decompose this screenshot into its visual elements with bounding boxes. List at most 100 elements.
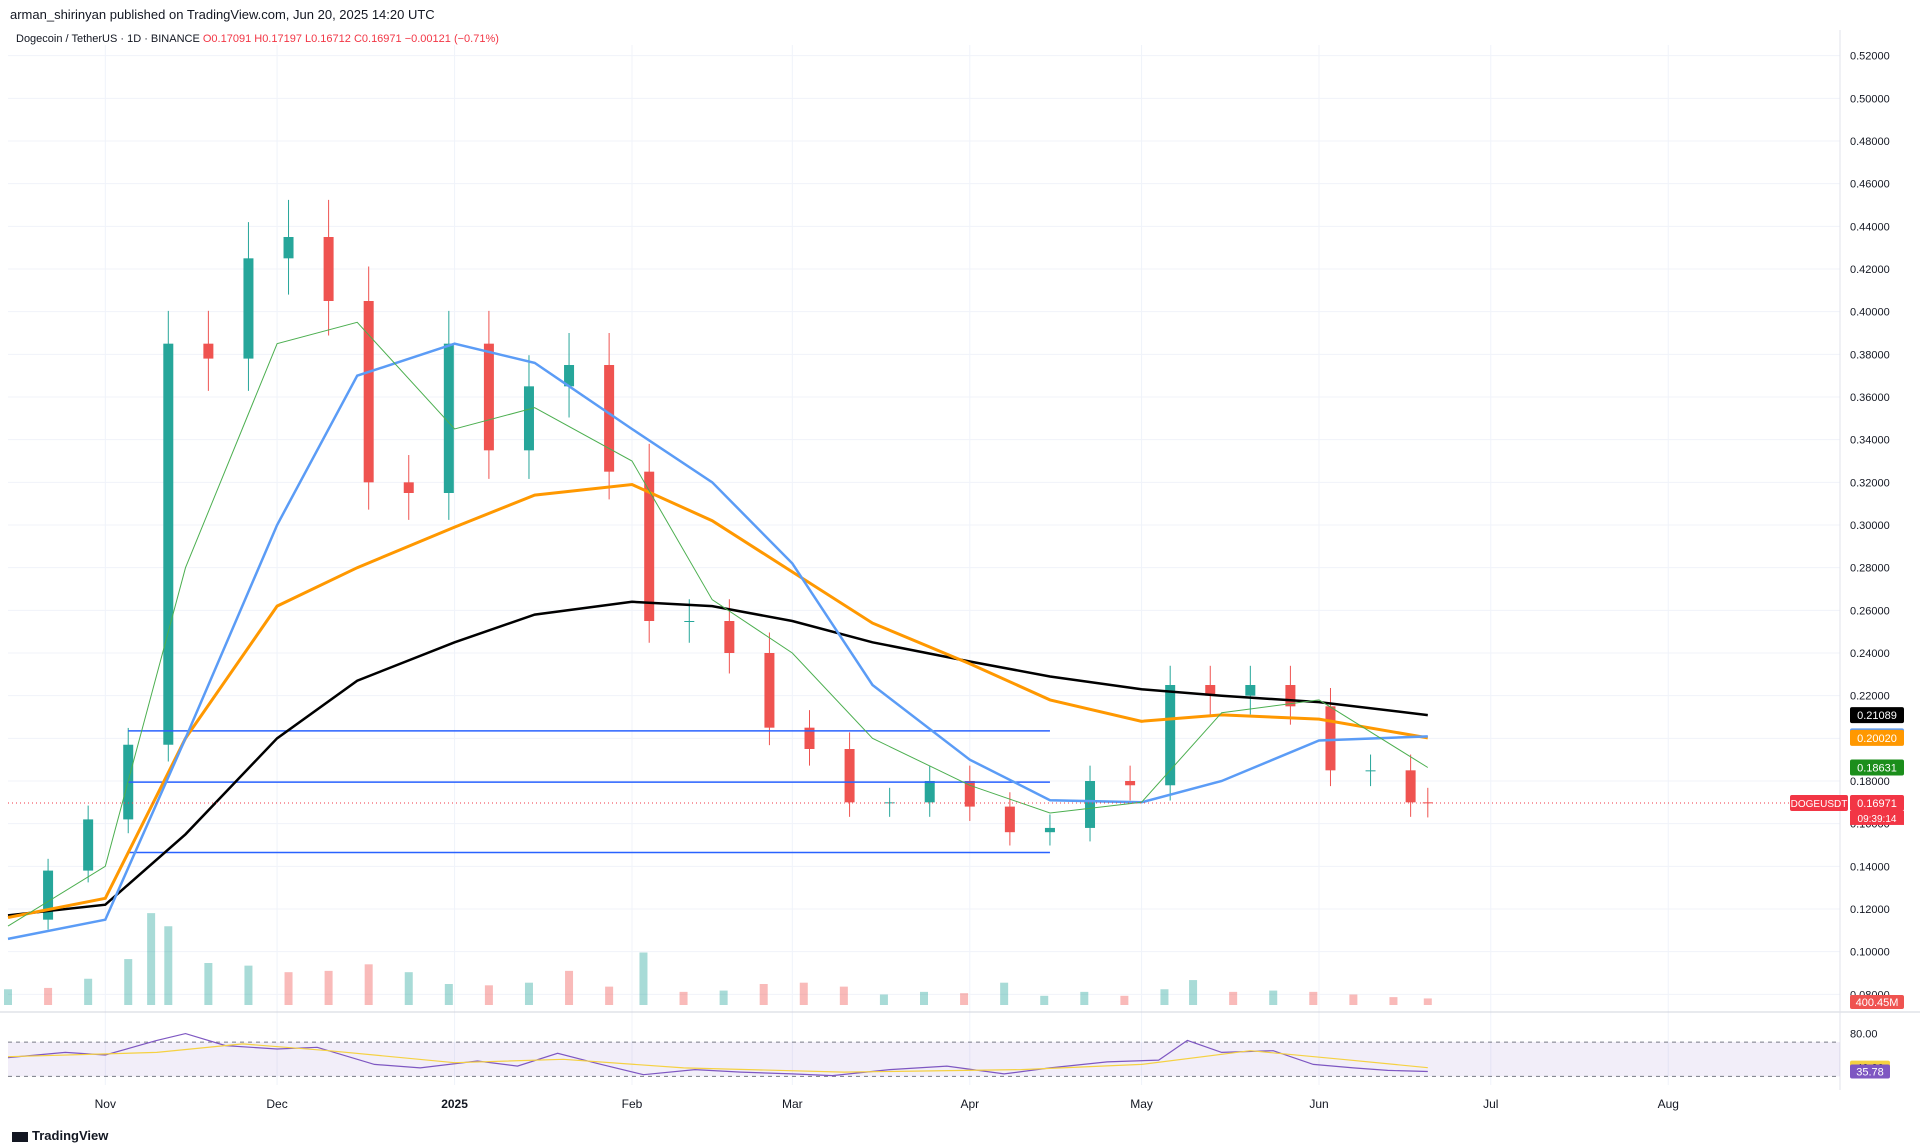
volume-bar — [960, 993, 969, 1005]
publisher-line: arman_shirinyan published on TradingView… — [10, 7, 435, 22]
y-tick-label: 0.10000 — [1850, 947, 1890, 959]
candle-body — [1125, 781, 1136, 786]
volume-bar — [524, 982, 533, 1005]
moving-average-line — [7, 600, 1428, 917]
x-tick-label: Aug — [1658, 1097, 1679, 1111]
y-tick-label: 0.40000 — [1850, 307, 1890, 319]
volume-label-bg — [1850, 995, 1904, 1009]
y-tick-label: 0.18000 — [1850, 776, 1890, 788]
footer: TradingView — [0, 1120, 400, 1146]
y-tick-label: 0.12000 — [1850, 904, 1890, 916]
y-tick-label: 0.52000 — [1850, 51, 1890, 63]
volume-bar — [799, 982, 808, 1005]
ohlc-readout: O0.17091 H0.17197 L0.16712 C0.16971 −0.0… — [202, 33, 499, 45]
price-label-bg — [1850, 729, 1904, 746]
candle-body — [1422, 802, 1433, 804]
price-label: 0.16971 — [1857, 798, 1897, 810]
x-tick-label: 2025 — [441, 1097, 468, 1111]
candle-body — [403, 482, 414, 493]
candle-body — [483, 343, 494, 451]
volume-bar — [719, 990, 728, 1005]
candle-body — [43, 870, 54, 920]
moving-average-line — [7, 482, 1429, 919]
volume-bar — [147, 913, 156, 1005]
volume-bar — [364, 964, 373, 1005]
volume-bar — [1080, 991, 1089, 1005]
tradingview-icon — [12, 1131, 28, 1142]
volume-bar — [444, 984, 453, 1005]
volume-bar — [84, 978, 93, 1005]
candle-body — [764, 653, 775, 728]
tradingview-logo[interactable]: TradingView — [12, 1128, 108, 1143]
rsi-tick-label: 80.00 — [1850, 1029, 1878, 1041]
volume-bar — [679, 991, 688, 1005]
candle-body — [1245, 685, 1256, 696]
volume-bar — [1000, 982, 1009, 1005]
volume-bar — [244, 965, 253, 1005]
y-tick-label: 0.14000 — [1850, 861, 1890, 873]
price-chart[interactable]: 0.52000 0.50000 0.48000 0.46000 0.44000 0.420… — [0, 0, 1920, 1120]
chart-header: arman_shirinyan published on TradingView… — [0, 0, 1920, 45]
candle-body — [323, 237, 334, 301]
volume-bar — [4, 989, 12, 1005]
y-tick-label: 0.28000 — [1850, 563, 1890, 575]
volume-bar — [204, 963, 213, 1005]
y-tick-label: 0.50000 — [1850, 93, 1890, 105]
candle-body — [1365, 770, 1376, 772]
y-tick-label: 0.38000 — [1850, 349, 1890, 361]
candle-body — [564, 365, 575, 387]
candle-body — [243, 258, 254, 359]
candle-body — [163, 343, 174, 745]
volume-bar — [639, 952, 648, 1005]
moving-average-line — [7, 321, 1429, 927]
x-tick-label: May — [1130, 1097, 1153, 1111]
candle-body — [83, 819, 94, 871]
candle-body — [644, 471, 655, 621]
candle-body — [804, 727, 815, 749]
y-tick-label: 0.48000 — [1850, 136, 1890, 148]
candle-body — [924, 781, 935, 803]
rsi-label-bg — [1850, 1064, 1890, 1079]
candle-body — [844, 749, 855, 803]
volume-bar — [284, 972, 293, 1005]
x-tick-label: Feb — [622, 1097, 643, 1111]
price-label: 0.21089 — [1857, 710, 1897, 722]
volume-bar — [1229, 991, 1238, 1005]
volume-bar — [1349, 994, 1358, 1005]
x-tick-label: Jun — [1309, 1097, 1328, 1111]
symbol-title: Dogecoin / TetherUS · 1D · BINANCE — [16, 33, 200, 45]
volume-bar — [1309, 991, 1318, 1005]
candle-body — [1405, 770, 1416, 803]
candle-body — [884, 802, 895, 804]
candle-body — [203, 343, 214, 359]
symbol-tag: DOGEUSDT — [1791, 799, 1848, 810]
y-tick-label: 0.26000 — [1850, 605, 1890, 617]
y-tick-label: 0.22000 — [1850, 691, 1890, 703]
candle-body — [604, 365, 615, 472]
y-tick-label: 0.30000 — [1850, 520, 1890, 532]
brand-label: TradingView — [32, 1128, 109, 1143]
volume-bar — [44, 987, 53, 1005]
y-tick-label: 0.46000 — [1850, 179, 1890, 191]
x-tick-label: Nov — [95, 1097, 116, 1111]
candle-body — [1085, 781, 1096, 828]
price-label-bg — [1850, 794, 1904, 811]
volume-bar — [879, 994, 888, 1005]
candle-body — [523, 386, 534, 451]
volume-bar — [124, 959, 133, 1005]
candle-body — [1205, 685, 1216, 696]
volume-bar — [1269, 990, 1278, 1005]
rsi-value-label: 35.78 — [1856, 1066, 1884, 1078]
price-label: 0.20020 — [1857, 733, 1897, 745]
candle-body — [1285, 685, 1296, 707]
volume-bar — [920, 991, 928, 1005]
price-label-bg — [1850, 707, 1904, 724]
rsi-ma-line — [7, 1043, 1428, 1073]
countdown-label: 09:39:14 — [1858, 814, 1897, 825]
volume-bar — [404, 972, 413, 1005]
volume-bar — [839, 986, 848, 1005]
candle-body — [1044, 827, 1055, 833]
candle-body — [363, 301, 374, 483]
candle-body — [283, 237, 294, 259]
candle-body — [443, 343, 454, 493]
